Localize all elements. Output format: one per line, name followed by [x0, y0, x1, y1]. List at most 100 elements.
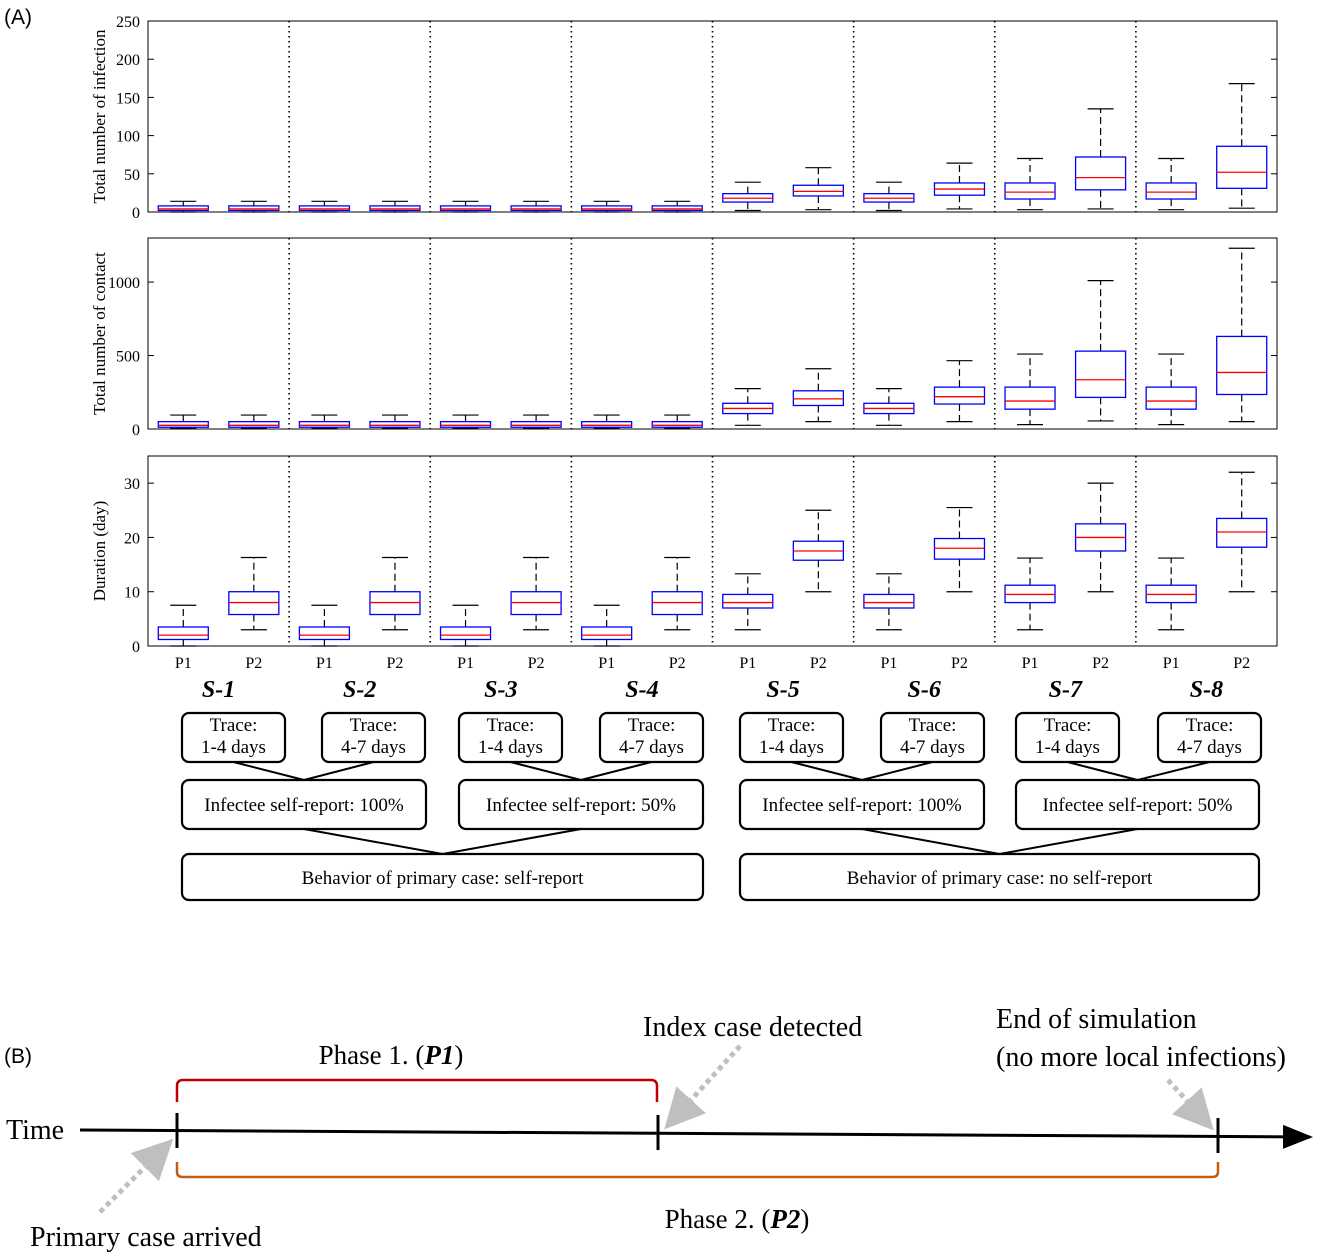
box-s-8-p2 — [1216, 83, 1268, 209]
x-tick-label: P1 — [1022, 655, 1039, 672]
box-s-2-p1 — [298, 604, 351, 647]
y-tick-label: 0 — [132, 205, 140, 222]
boxplot-panel-3: 0 10 20 30 Duration (day) P1 P2 P1 P2 P1 P2 P1 P2 P1 P… — [90, 455, 1278, 672]
report-box-text: Infectee self-report: 50% — [486, 795, 676, 816]
phase1-label: Phase 1. (P1) — [319, 1040, 464, 1070]
trace-box-frame — [738, 711, 845, 764]
x-tick-label: P1 — [1163, 655, 1180, 672]
iqr-box — [1074, 350, 1127, 399]
box-s-4-p1 — [581, 414, 633, 429]
iqr-box — [369, 205, 421, 212]
y-axis-label: Total number of infection — [90, 29, 109, 203]
box-s-4-p2 — [651, 414, 703, 429]
box-s-5-p2 — [792, 167, 844, 211]
box-s-1-p2 — [228, 414, 280, 429]
behavior-box-frame — [180, 852, 705, 902]
scenario-label-s-6: S-6 — [908, 677, 941, 703]
trace-box-days: 1-4 days — [759, 737, 824, 758]
trace-box-title: Trace: — [628, 715, 676, 736]
y-tick-label: 20 — [124, 530, 140, 547]
trace-box-3: Trace:1-4 days — [457, 711, 564, 764]
box-s-4-p2 — [651, 556, 703, 631]
phase1-bracket — [175, 1078, 659, 1102]
trace-box-days: 1-4 days — [1035, 737, 1100, 758]
iqr-box — [792, 390, 844, 407]
box-s-3-p1 — [439, 414, 492, 429]
phase2-bracket — [175, 1162, 1220, 1179]
box-s-1-p1 — [157, 414, 209, 429]
trace-to-report-line — [1137, 761, 1210, 781]
trace-box-title: Trace: — [1044, 715, 1092, 736]
box-s-6-p1 — [863, 181, 915, 212]
trace-box-title: Trace: — [909, 715, 957, 736]
behavior-box-text: Behavior of primary case: no self-report — [847, 868, 1153, 889]
box-s-1-p1 — [157, 604, 209, 647]
iqr-box — [722, 593, 774, 609]
box-s-1-p1 — [157, 200, 209, 213]
iqr-box — [1145, 386, 1197, 410]
y-tick-label: 150 — [116, 90, 140, 107]
report-box-text: Infectee self-report: 50% — [1043, 795, 1233, 816]
box-s-5-p1 — [722, 387, 774, 426]
iqr-box — [157, 421, 209, 428]
y-tick-label: 200 — [116, 52, 140, 69]
report-boxes: Infectee self-report: 100% Infectee self-… — [180, 778, 1261, 831]
report-box-4: Infectee self-report: 50% — [1014, 778, 1261, 831]
y-tick-label: 10 — [124, 585, 140, 602]
iqr-box — [651, 205, 703, 212]
time-axis-arrow — [79, 1124, 1313, 1149]
iqr-box — [581, 626, 633, 641]
y-tick-label: 250 — [116, 14, 140, 31]
iqr-box — [581, 205, 633, 212]
report-box-frame — [738, 778, 986, 831]
iqr-box — [369, 421, 421, 428]
x-tick-label: P2 — [669, 655, 686, 672]
box-s-2-p1 — [298, 200, 351, 213]
iqr-box — [157, 626, 209, 641]
y-tick-label: 500 — [116, 349, 140, 366]
trace-box-frame — [180, 711, 287, 764]
scenario-label-s-1: S-1 — [202, 677, 235, 703]
box-s-5-p2 — [792, 509, 844, 593]
x-tick-label: P1 — [598, 655, 615, 672]
trace-to-report-line — [580, 761, 652, 781]
trace-box-7: Trace:1-4 days — [1014, 711, 1121, 764]
trace-box-frame — [598, 711, 705, 764]
trace-box-4: Trace:4-7 days — [598, 711, 705, 764]
box-s-3-p2 — [510, 556, 562, 631]
iqr-box — [228, 421, 280, 428]
trace-box-5: Trace:1-4 days — [738, 711, 845, 764]
iqr-box — [792, 184, 844, 197]
trace-to-report-line — [1067, 761, 1138, 781]
trace-box-8: Trace:4-7 days — [1156, 711, 1263, 764]
y-tick-label: 30 — [124, 476, 140, 493]
box-s-1-p2 — [228, 200, 280, 213]
x-tick-label: P1 — [739, 655, 756, 672]
report-box-frame — [457, 778, 705, 831]
trace-box-days: 1-4 days — [201, 737, 266, 758]
iqr-box — [933, 386, 986, 405]
x-tick-label: P1 — [880, 655, 897, 672]
iqr-box — [1074, 156, 1127, 191]
box-s-3-p2 — [510, 200, 562, 213]
trace-box-frame — [1014, 711, 1121, 764]
x-tick-label: P2 — [951, 655, 968, 672]
x-tick-label: P2 — [387, 655, 404, 672]
scenario-label-s-4: S-4 — [625, 677, 658, 703]
iqr-box — [581, 421, 633, 428]
report-to-behavior-line — [303, 828, 443, 855]
box-s-3-p1 — [439, 604, 492, 647]
box-s-6-p1 — [863, 387, 915, 426]
phase2-label: Phase 2. (P2) — [665, 1204, 810, 1234]
box-s-8-p2 — [1216, 471, 1268, 593]
trace-box-days: 4-7 days — [1177, 737, 1242, 758]
trace-box-days: 4-7 days — [341, 737, 406, 758]
iqr-box — [1145, 182, 1197, 200]
iqr-box — [298, 421, 351, 428]
box-s-6-p2 — [933, 162, 986, 210]
iqr-box — [1216, 145, 1268, 189]
report-box-frame — [180, 778, 428, 831]
